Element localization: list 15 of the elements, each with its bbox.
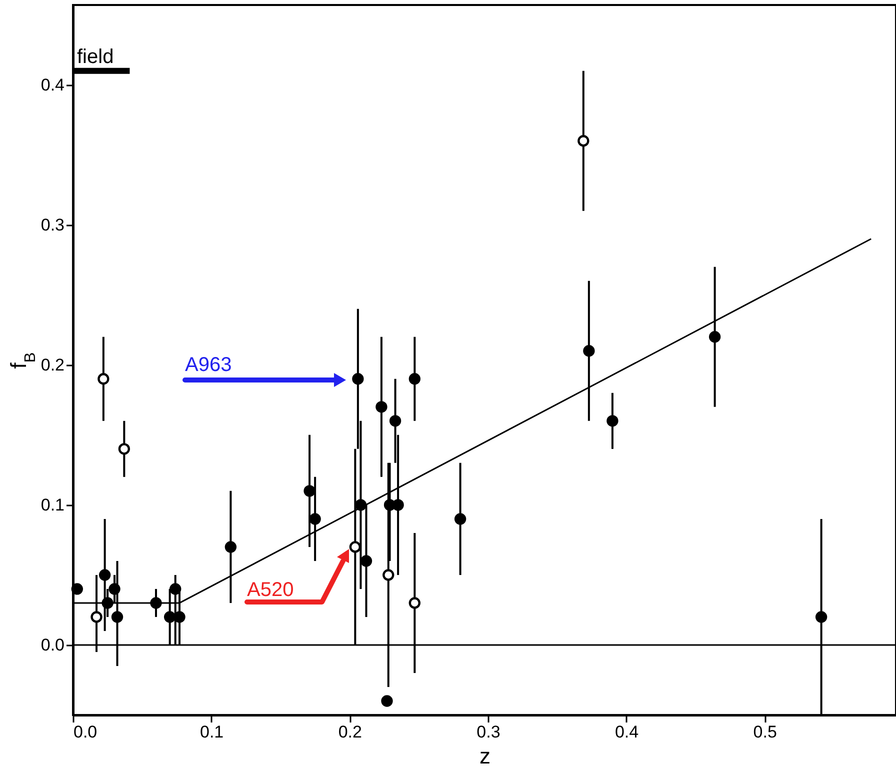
x-tick-label: 0.0 [74, 722, 98, 742]
x-tick-label: 0.3 [476, 722, 500, 742]
x-tick-label: 0.2 [338, 722, 362, 742]
x-tick-label: 0.1 [200, 722, 224, 742]
series-label: field [77, 46, 114, 68]
y-tick-label: 0.3 [40, 215, 64, 234]
x-tick-label: 0.4 [614, 722, 639, 742]
y-tick-label: 0.1 [40, 495, 64, 514]
x-tick-label: 0.5 [753, 722, 777, 742]
annotation: A520 [247, 579, 294, 601]
x-axis-title: z [480, 744, 490, 768]
y-tick-label: 0.0 [40, 635, 64, 654]
y-tick-label: 0.4 [40, 75, 64, 94]
annotation: A963 [185, 354, 232, 376]
y-tick-label: 0.2 [40, 355, 64, 374]
